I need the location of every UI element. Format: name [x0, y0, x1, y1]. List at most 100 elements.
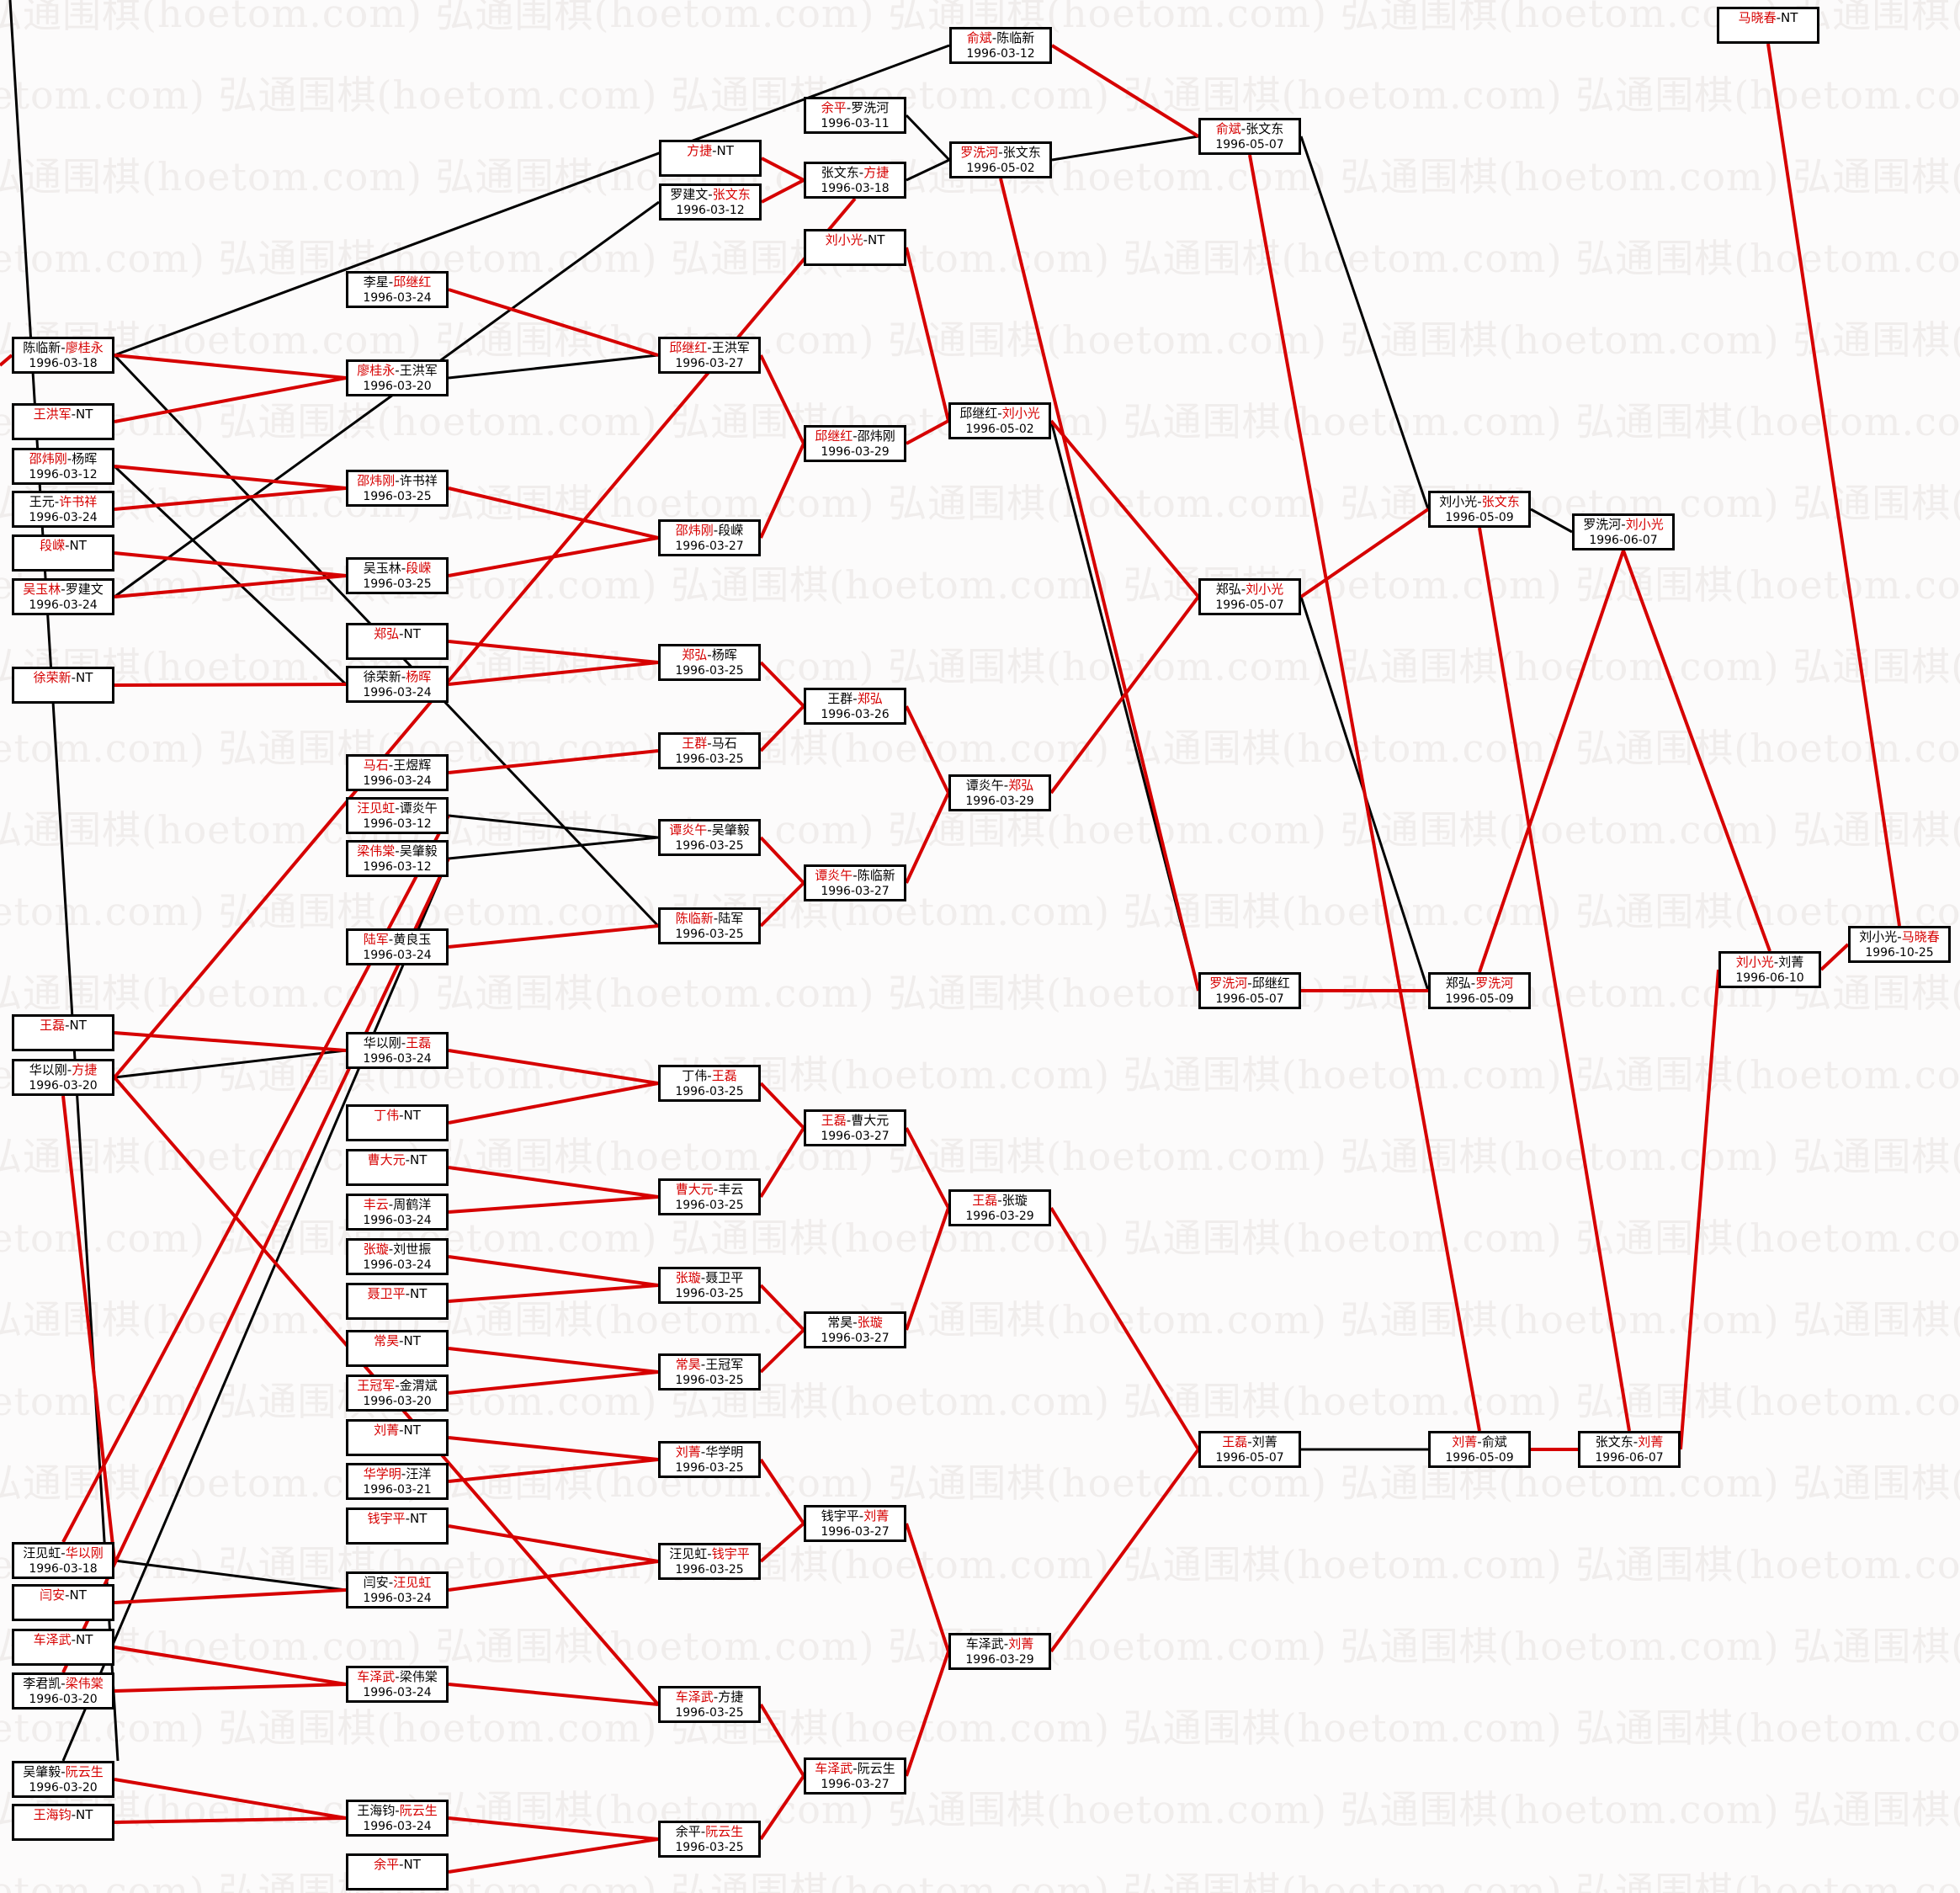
black-connector-line [8, 0, 120, 1762]
player1-name: 方捷 [687, 143, 713, 158]
match-box-zheng_liuxg: 郑弘-刘小光 1996-05-07 [1198, 578, 1301, 615]
match-box-wanggj_jin: 王冠军-金渭斌 1996-03-20 [346, 1375, 449, 1412]
player2-name: 方捷 [718, 1689, 744, 1704]
match-players: 余平-阮云生 [661, 1824, 758, 1840]
player1-name: 谭炎午 [815, 868, 853, 883]
match-players: 俞斌-陈临新 [952, 30, 1049, 46]
vs-dash: - [401, 1466, 406, 1481]
match-players: 邵炜刚-杨晖 [14, 451, 112, 467]
vs-dash: - [997, 1193, 1002, 1208]
player2-name: 许书祥 [399, 473, 438, 488]
match-players: 车泽武-梁伟棠 [348, 1669, 446, 1685]
match-date: 1996-03-12 [966, 47, 1035, 61]
red-connector-line [759, 836, 805, 885]
player1-name: 郑弘 [1215, 582, 1241, 597]
match-box-luoxh_qiu: 罗洗河-邱继红 1996-05-07 [1198, 972, 1301, 1009]
player2-name: 方捷 [863, 165, 890, 180]
match-box-zheng_yang: 郑弘-杨晖 1996-03-25 [658, 644, 761, 681]
red-connector-line [448, 1683, 659, 1706]
vs-dash: - [853, 691, 858, 706]
match-players: 罗洗河-邱继红 [1201, 976, 1299, 992]
vs-dash: - [713, 1182, 719, 1197]
match-players: 邱继红-邵炜刚 [806, 428, 904, 444]
match-box-changhao_wanggj: 常昊-王冠军 1996-03-25 [658, 1353, 761, 1391]
match-box-qianyp_nt: 钱宇平-NT [346, 1507, 449, 1545]
match-box-yuping_nt: 余平-NT [346, 1853, 449, 1890]
match-date: 1996-03-25 [675, 1199, 744, 1212]
player1-name: 李君凯 [23, 1676, 61, 1691]
red-connector-line [114, 1588, 347, 1604]
match-players: 华以刚-王磊 [348, 1035, 446, 1051]
red-connector-line [1766, 43, 1901, 927]
player2-name: 张文东 [1246, 121, 1284, 136]
player1-name: 钱宇平 [367, 1511, 406, 1526]
player1-name: 汪见虹 [357, 800, 396, 816]
player1-name: 徐荣新 [33, 670, 72, 685]
player1-name: 段嵘 [40, 538, 66, 553]
match-date: 1996-03-27 [821, 1332, 890, 1345]
player2-name: 华以刚 [65, 1545, 104, 1561]
player1-name: 邵炜刚 [29, 451, 67, 466]
red-connector-line [448, 1837, 659, 1874]
vs-dash: - [863, 232, 868, 247]
match-players: 郑弘-杨晖 [661, 647, 758, 663]
match-date: 1996-03-27 [675, 357, 744, 370]
vs-dash: - [65, 1587, 70, 1603]
black-connector-line [1530, 508, 1573, 534]
player2-name: 王洪军 [399, 363, 438, 378]
match-players: 张文东-方捷 [806, 165, 904, 181]
vs-dash: - [853, 428, 858, 444]
red-connector-line [448, 1195, 659, 1214]
match-box-lujun_huang: 陆军-黄良玉 1996-03-24 [346, 928, 449, 965]
match-box-tan_zheng: 谭炎午-郑弘 1996-03-29 [948, 774, 1051, 811]
match-box-xurx_nt: 徐荣新-NT [12, 667, 114, 704]
player1-name: 汪见虹 [23, 1545, 61, 1561]
red-connector-line [761, 178, 805, 204]
player2-name: 邵炜刚 [857, 428, 895, 444]
match-date: 1996-03-27 [675, 540, 744, 553]
vs-dash: - [1621, 517, 1626, 532]
red-connector-line [61, 1095, 116, 1561]
match-players: 陈临新-陆军 [661, 911, 758, 927]
match-date: 1996-03-24 [363, 1592, 432, 1605]
player1-name: 邱继红 [959, 406, 998, 421]
player2-name: 许书祥 [59, 494, 98, 509]
match-players: 车泽武-方捷 [661, 1689, 758, 1705]
match-date: 1996-06-07 [1595, 1451, 1664, 1465]
player2-name: 刘世振 [393, 1242, 432, 1257]
match-box-wu_duan: 吴玉林-段嵘 1996-03-25 [346, 557, 449, 594]
black-connector-line [1051, 135, 1199, 162]
red-connector-line [759, 1522, 805, 1563]
vs-dash: - [1247, 976, 1252, 991]
red-connector-line [905, 1207, 950, 1331]
red-connector-line [759, 1458, 805, 1525]
red-connector-line [759, 881, 805, 928]
player2-name: 罗洗河 [851, 100, 890, 115]
player1-name: 刘小光 [825, 232, 863, 247]
match-box-tan_chen: 谭炎午-陈临新 1996-03-27 [804, 864, 906, 901]
vs-dash: - [388, 1242, 394, 1257]
match-players: 汪见虹-钱宇平 [661, 1546, 758, 1562]
player2-name: NT [403, 1857, 421, 1872]
match-box-che_liang: 车泽武-梁伟棠 1996-03-24 [346, 1666, 449, 1703]
match-players: 钱宇平-NT [348, 1511, 446, 1527]
vs-dash: - [399, 1333, 404, 1348]
match-date: 1996-03-25 [675, 1287, 744, 1300]
match-date: 1996-03-25 [675, 1563, 744, 1577]
match-players: 刘菁-华学明 [661, 1444, 758, 1460]
vs-dash: - [395, 843, 400, 859]
match-box-lixing_qiu: 李星-邱继红 1996-03-24 [346, 271, 449, 308]
player1-name: 华以刚 [363, 1035, 401, 1050]
black-connector-line [448, 836, 659, 860]
match-players: 丁伟-NT [348, 1108, 446, 1124]
player2-name: 刘菁 [1778, 954, 1804, 970]
match-date: 1996-03-25 [363, 490, 432, 503]
player1-name: 常昊 [374, 1333, 400, 1348]
red-connector-line [114, 1816, 347, 1824]
red-connector-line [448, 1082, 659, 1125]
match-box-che_ruan: 车泽武-阮云生 1996-03-27 [804, 1757, 906, 1795]
match-box-chen_lu: 陈临新-陆军 1996-03-25 [658, 907, 761, 944]
vs-dash: - [700, 1444, 706, 1460]
match-box-zhang_fang: 张文东-方捷 1996-03-18 [804, 162, 906, 199]
match-box-liao_wang: 廖桂永-王洪军 1996-03-20 [346, 359, 449, 396]
